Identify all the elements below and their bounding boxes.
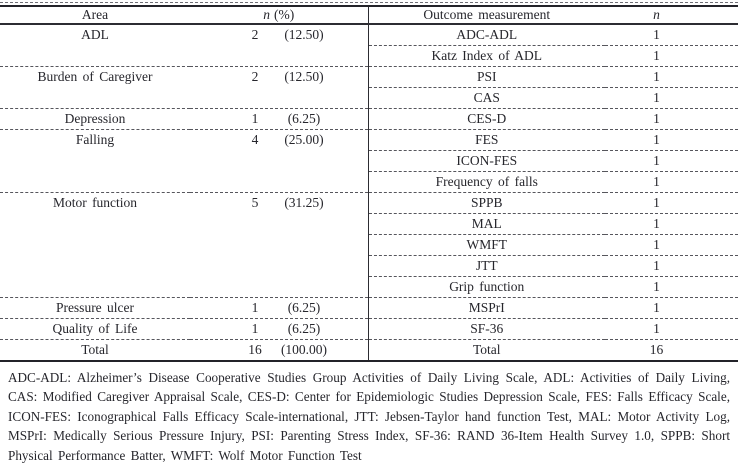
- count-cell: 1 (6.25): [190, 108, 368, 130]
- header-n-symbol: n: [263, 7, 270, 22]
- n-value: 2: [251, 27, 259, 42]
- outcome-cell: CES-D: [367, 108, 605, 130]
- table-row: Pressure ulcer 1 (6.25) MSPrI 1: [0, 297, 738, 319]
- n-value: 5: [251, 195, 259, 210]
- header-n-pct: n (%): [190, 7, 368, 25]
- count-cell: 5 (31.25): [190, 192, 368, 298]
- abbreviations-footnote: ADC-ADL: Alzheimer’s Disease Cooperative…: [8, 370, 730, 463]
- outcome-count-cell: 1: [605, 297, 738, 319]
- pct-value: (6.25): [287, 321, 321, 336]
- table-top-rule: [0, 2, 738, 7]
- outcome-count-cell: 1: [605, 318, 738, 340]
- count-cell: 1 (6.25): [190, 297, 368, 319]
- outcome-measurement-figure: Area n (%) Outcome measurement n ADL 2 (12…: [0, 2, 738, 465]
- outcome-count-cell: 1: [605, 255, 738, 277]
- area-cell: Falling: [0, 129, 190, 193]
- outcome-count-cell: 1: [605, 45, 738, 67]
- pct-value: (100.00): [280, 342, 328, 357]
- outcome-cell: Grip function: [367, 276, 605, 298]
- top-rule-solid-line: [0, 5, 738, 7]
- count-cell: 1 (6.25): [190, 318, 368, 340]
- outcome-cell: MAL: [367, 213, 605, 235]
- count-total-cell: 16 (100.00): [190, 339, 368, 362]
- pct-value: (6.25): [287, 111, 321, 126]
- table-row: Frequency of falls 1: [0, 171, 738, 193]
- header-pct: (%): [274, 7, 295, 22]
- outcome-count-cell: 1: [605, 129, 738, 151]
- outcome-cell: FES: [367, 129, 605, 151]
- n-value: 1: [251, 300, 259, 315]
- table-row: Quality of Life 1 (6.25) SF-36 1: [0, 318, 738, 340]
- pct-value: (25.00): [284, 132, 324, 147]
- table-row: Burden of Caregiver 2 (12.50) PSI 1: [0, 66, 738, 109]
- total-row: Total 16 (100.00) Total 16: [0, 339, 738, 362]
- outcome-cell: ADC-ADL: [367, 24, 605, 46]
- pct-value: (12.50): [284, 27, 324, 42]
- outcome-measurement-table: Area n (%) Outcome measurement n ADL 2 (12…: [0, 7, 738, 362]
- outcome-cell: Katz Index of ADL: [367, 45, 605, 67]
- area-cell: Pressure ulcer: [0, 297, 190, 319]
- outcome-cell: JTT: [367, 255, 605, 277]
- outcome-cell: SF-36: [367, 318, 605, 340]
- outcome-total-cell: Total: [367, 339, 605, 362]
- outcome-count-cell: 1: [605, 234, 738, 256]
- outcome-cell: SPPB: [367, 192, 605, 214]
- n-value: 1: [251, 321, 259, 336]
- outcome-cell: WMFT: [367, 234, 605, 256]
- table-row: Grip function 1: [0, 276, 738, 298]
- header-outcome-measurement: Outcome measurement: [367, 7, 605, 25]
- n-value: 4: [251, 132, 259, 147]
- table-row: CAS 1: [0, 87, 738, 109]
- outcome-count-cell: 1: [605, 171, 738, 193]
- table-row: ICON-FES 1: [0, 150, 738, 172]
- outcome-count-cell: 1: [605, 66, 738, 88]
- count-cell: 2 (12.50): [190, 24, 368, 67]
- n-value: 2: [251, 69, 259, 84]
- area-cell: Motor function: [0, 192, 190, 298]
- outcome-count-cell: 1: [605, 150, 738, 172]
- outcome-count-total-cell: 16: [605, 339, 738, 362]
- area-cell: Depression: [0, 108, 190, 130]
- header-n-right: n: [605, 7, 738, 25]
- outcome-cell: MSPrI: [367, 297, 605, 319]
- pct-value: (12.50): [284, 69, 324, 84]
- header-area: Area: [0, 7, 190, 25]
- count-cell: 4 (25.00): [190, 129, 368, 193]
- outcome-count-cell: 1: [605, 108, 738, 130]
- pct-value: (6.25): [287, 300, 321, 315]
- area-cell: ADL: [81, 27, 109, 42]
- area-total-cell: Total: [0, 339, 190, 362]
- n-value: 16: [248, 342, 262, 357]
- outcome-count-cell: 1: [605, 87, 738, 109]
- outcome-count-cell: 1: [605, 192, 738, 214]
- pct-value: (31.25): [284, 195, 324, 210]
- area-cell: Quality of Life: [0, 318, 190, 340]
- table-row: JTT 1: [0, 255, 738, 277]
- outcome-count-cell: 1: [653, 27, 660, 42]
- table-row: Motor function 5 (31.25) SPPB 1: [0, 192, 738, 298]
- table-row: ADL 2 (12.50) ADC-ADL 1: [0, 24, 738, 46]
- outcome-count-cell: 1: [605, 213, 738, 235]
- table-row: Depression 1 (6.25) CES-D 1: [0, 108, 738, 130]
- n-value: 1: [251, 111, 259, 126]
- outcome-cell: Frequency of falls: [367, 171, 605, 193]
- outcome-cell: ICON-FES: [367, 150, 605, 172]
- header-row: Area n (%) Outcome measurement n: [0, 7, 738, 25]
- table-row: Katz Index of ADL 1: [0, 45, 738, 67]
- table-row: MAL 1: [0, 213, 738, 235]
- table-row: WMFT 1: [0, 234, 738, 256]
- top-rule-dashed-line: [0, 2, 738, 3]
- outcome-cell: PSI: [367, 66, 605, 88]
- area-cell: Burden of Caregiver: [0, 66, 190, 109]
- outcome-cell: CAS: [367, 87, 605, 109]
- table-row: Falling 4 (25.00) FES 1: [0, 129, 738, 193]
- count-cell: 2 (12.50): [190, 66, 368, 109]
- outcome-count-cell: 1: [605, 276, 738, 298]
